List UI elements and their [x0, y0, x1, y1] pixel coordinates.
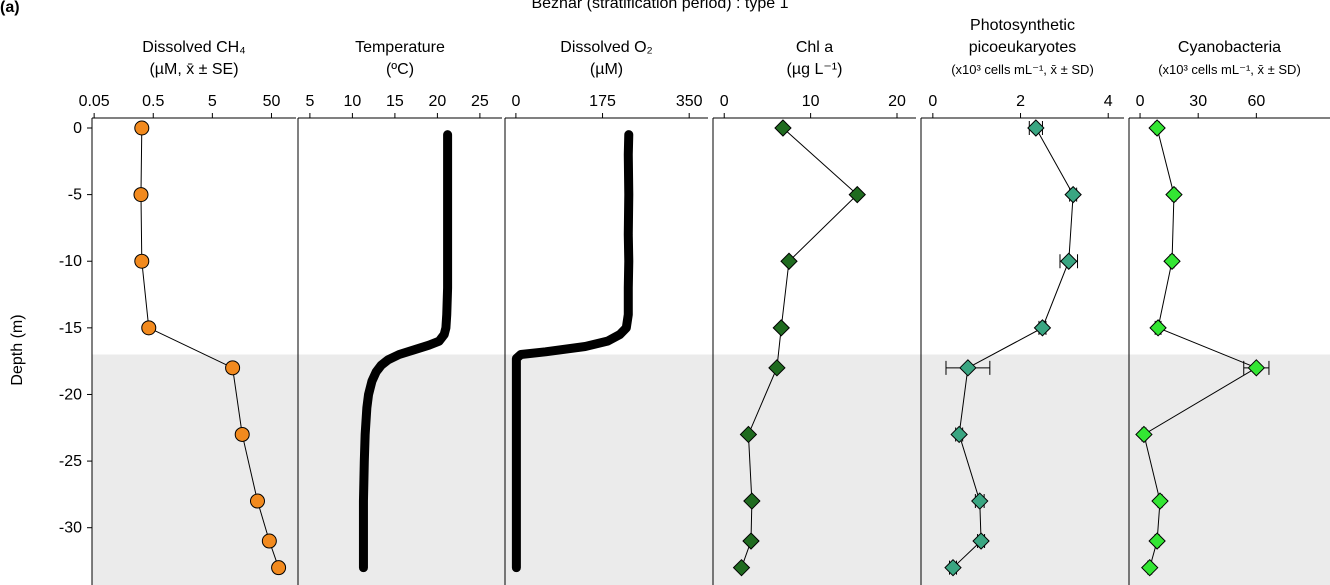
point — [959, 359, 977, 377]
panel-title: (µg L⁻¹) — [787, 61, 843, 78]
panel-title: Dissolved CH₄ — [142, 39, 245, 56]
point — [1033, 319, 1052, 337]
x-tick-label: 5 — [305, 93, 314, 110]
point — [743, 492, 761, 510]
x-tick-label: 15 — [386, 93, 404, 110]
x-tick-label: 0 — [1136, 93, 1145, 110]
chart-title: Beznar (stratification period) : type 1 — [531, 0, 788, 12]
y-tick-label: -15 — [59, 320, 82, 337]
point — [739, 425, 758, 444]
point — [768, 359, 786, 377]
shading-layer — [92, 354, 1330, 585]
panel-title: Photosynthetic — [970, 17, 1075, 34]
x-tick-label: 5 — [208, 93, 217, 110]
x-tick-label: 0 — [928, 93, 937, 110]
point — [1163, 252, 1181, 270]
point — [134, 253, 150, 269]
y-tick-label: -20 — [59, 386, 82, 403]
panel-title: (µM, x̄ ± SE) — [149, 61, 238, 78]
panel-title: (x10³ cells mL⁻¹, x̄ ± SD) — [951, 62, 1094, 77]
y-tick-label: -25 — [59, 453, 82, 470]
panel-title: (ºC) — [386, 61, 414, 78]
x-tick-label: 60 — [1247, 93, 1265, 110]
point — [261, 533, 277, 549]
point — [1148, 532, 1166, 550]
x-tick-label: 4 — [1104, 93, 1113, 110]
x-tick-label: 350 — [676, 93, 703, 110]
shaded-region — [921, 354, 1129, 585]
point — [1064, 185, 1082, 204]
x-tick-label: 10 — [802, 93, 820, 110]
y-tick-label: -5 — [68, 187, 82, 204]
point — [1141, 558, 1159, 577]
point — [141, 320, 157, 336]
point — [1165, 185, 1183, 204]
x-tick-label: 2 — [1016, 93, 1025, 110]
x-tick-label: 0.5 — [142, 93, 164, 110]
panel-title: Dissolved O₂ — [560, 39, 652, 56]
point — [732, 558, 751, 577]
panel-label: (a) — [0, 0, 20, 16]
point — [742, 532, 760, 550]
shaded-region — [1129, 354, 1330, 585]
point — [134, 120, 150, 136]
x-tick-label: 30 — [1189, 93, 1207, 110]
y-tick-label: -30 — [59, 520, 82, 537]
point — [950, 425, 968, 444]
point — [225, 360, 241, 376]
x-tick-label: 25 — [471, 93, 489, 110]
point — [1149, 319, 1167, 337]
point — [1148, 119, 1166, 137]
point — [848, 185, 866, 204]
point — [1151, 492, 1169, 510]
x-tick-label: 50 — [263, 93, 281, 110]
y-axis-label: Depth (m) — [9, 314, 26, 385]
point — [972, 532, 990, 550]
point — [1027, 119, 1045, 137]
panel-title: Cyanobacteria — [1178, 39, 1281, 56]
x-tick-label: 20 — [888, 93, 906, 110]
x-tick-label: 10 — [344, 93, 362, 110]
point — [1135, 425, 1153, 444]
point — [234, 426, 250, 442]
profile-line — [511, 130, 634, 573]
x-tick-label: 20 — [429, 93, 447, 110]
point — [780, 252, 798, 270]
panel-title: (x10³ cells mL⁻¹, x̄ ± SD) — [1158, 62, 1301, 77]
point — [271, 560, 287, 576]
x-tick-label: 0 — [511, 93, 520, 110]
shaded-region — [298, 354, 505, 585]
panel-title: Chl a — [796, 39, 833, 56]
point — [249, 493, 265, 509]
point — [971, 492, 989, 510]
x-tick-label: 175 — [589, 93, 616, 110]
point — [133, 187, 149, 203]
point — [944, 558, 962, 577]
profile-line — [358, 130, 453, 573]
panel-title: Temperature — [355, 39, 445, 56]
point — [774, 119, 792, 137]
x-tick-label: 0 — [720, 93, 729, 110]
shaded-region — [505, 354, 713, 585]
point — [1247, 359, 1266, 377]
point — [772, 319, 790, 337]
panel-title: (µM) — [590, 61, 623, 78]
x-tick-label: 0.05 — [79, 93, 110, 110]
shaded-region — [713, 354, 921, 585]
shaded-region — [92, 354, 298, 585]
y-tick-label: 0 — [73, 120, 82, 137]
point — [1060, 252, 1078, 270]
y-tick-label: -10 — [59, 253, 82, 270]
panel-title: picoeukaryotes — [969, 39, 1077, 56]
